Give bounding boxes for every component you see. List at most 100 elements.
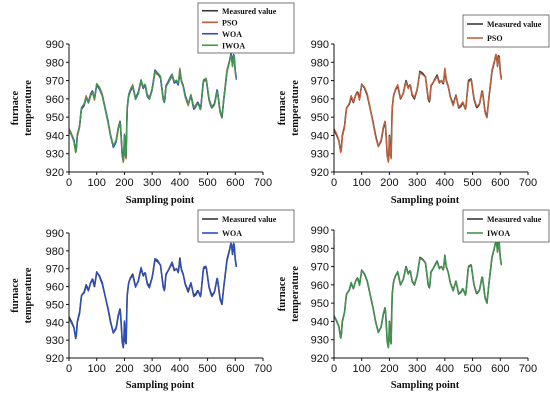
legend-label: Measured value — [222, 7, 277, 16]
legend-label: Measured value — [487, 215, 542, 224]
y-tick-label: 950 — [46, 112, 64, 124]
x-tick-label: 300 — [408, 363, 426, 375]
x-tick-label: 700 — [519, 363, 537, 375]
series-line-pso — [333, 53, 503, 164]
y-tick-label: 960 — [311, 280, 329, 292]
y-tick-label: 970 — [311, 262, 329, 274]
x-tick-label: 100 — [353, 363, 371, 375]
x-tick-label: 400 — [171, 363, 189, 375]
x-tick-label: 500 — [198, 177, 216, 189]
x-tick-label: 600 — [491, 177, 509, 189]
x-tick-label: 200 — [115, 363, 133, 375]
x-tick-label: 0 — [66, 177, 72, 189]
legend-box — [462, 209, 550, 243]
x-tick-label: 0 — [66, 363, 72, 375]
y-tick-label: 930 — [311, 335, 329, 347]
y-tick-label: 970 — [46, 264, 64, 276]
legend-label: Measured value — [222, 215, 277, 224]
x-tick-label: 500 — [463, 363, 481, 375]
y-tick-label: 940 — [46, 317, 64, 329]
x-tick-label: 600 — [226, 177, 244, 189]
legend-label: IWOA — [487, 229, 510, 238]
series-line-woa — [68, 242, 238, 348]
y-tick-label: 950 — [46, 299, 64, 311]
x-tick-label: 200 — [380, 177, 398, 189]
y-tick-label: 960 — [46, 94, 64, 106]
y-tick-label: 950 — [311, 112, 329, 124]
y-axis-label: temperature — [290, 80, 301, 136]
x-tick-label: 300 — [408, 177, 426, 189]
legend-label: Measured value — [487, 20, 542, 29]
y-tick-label: 940 — [311, 316, 329, 328]
x-tick-label: 400 — [436, 363, 454, 375]
chart-panel-1: 0 100 200 300 400 500 600 700 920 930 940 950 960 970… — [10, 2, 295, 206]
legend-label: WOA — [222, 229, 242, 238]
y-tick-label: 980 — [311, 57, 329, 69]
y-axis-label: furnace — [277, 90, 288, 125]
y-tick-label: 940 — [46, 130, 64, 142]
x-tick-label: 600 — [491, 363, 509, 375]
x-axis-label: Sampling point — [126, 195, 195, 206]
y-tick-label: 980 — [46, 57, 64, 69]
legend-label: WOA — [222, 30, 242, 39]
y-tick-label: 990 — [311, 225, 329, 237]
legend-label: PSO — [222, 18, 238, 27]
x-tick-label: 600 — [226, 363, 244, 375]
x-tick-label: 0 — [331, 177, 337, 189]
series-line-iwoa — [333, 239, 503, 349]
chart-panel-3: 0 100 200 300 400 500 600 700 920 930 940 950 960 970… — [10, 209, 295, 391]
x-tick-label: 500 — [198, 363, 216, 375]
x-tick-label: 200 — [380, 363, 398, 375]
y-axis-label: temperature — [23, 80, 34, 136]
x-tick-label: 300 — [143, 363, 161, 375]
x-tick-label: 100 — [88, 177, 106, 189]
y-tick-label: 950 — [311, 298, 329, 310]
series-line-measured-value — [333, 53, 503, 163]
x-tick-label: 700 — [254, 363, 272, 375]
y-tick-label: 980 — [46, 246, 64, 258]
y-axis-label: furnace — [10, 278, 21, 313]
series-line-iwoa — [68, 54, 238, 163]
y-tick-label: 930 — [46, 335, 64, 347]
y-tick-label: 990 — [311, 39, 329, 51]
x-tick-label: 300 — [143, 177, 161, 189]
y-axis-label: temperature — [23, 267, 34, 323]
x-tick-label: 100 — [353, 177, 371, 189]
y-tick-label: 970 — [46, 76, 64, 88]
x-tick-label: 500 — [463, 177, 481, 189]
y-tick-label: 960 — [311, 94, 329, 106]
x-tick-label: 400 — [436, 177, 454, 189]
y-tick-label: 920 — [311, 353, 329, 365]
chart-panel-4: 0 100 200 300 400 500 600 700 920 930 940 950 960 970… — [277, 209, 550, 391]
y-axis-label: furnace — [277, 276, 288, 311]
y-tick-label: 980 — [311, 243, 329, 255]
legend-box — [197, 209, 295, 243]
y-tick-label: 920 — [46, 167, 64, 179]
legend-label: PSO — [487, 34, 503, 43]
y-axis-label: temperature — [290, 266, 301, 322]
y-tick-label: 940 — [311, 130, 329, 142]
y-tick-label: 930 — [311, 149, 329, 161]
x-axis-label: Sampling point — [391, 195, 460, 206]
y-tick-label: 920 — [46, 353, 64, 365]
y-tick-label: 960 — [46, 282, 64, 294]
y-tick-label: 930 — [46, 149, 64, 161]
legend-label: IWOA — [222, 41, 245, 50]
y-axis-label: furnace — [10, 90, 21, 125]
y-tick-label: 970 — [311, 76, 329, 88]
x-tick-label: 700 — [519, 177, 537, 189]
x-tick-label: 700 — [254, 177, 272, 189]
y-tick-label: 990 — [46, 39, 64, 51]
legend-box — [462, 14, 550, 48]
series-line-measured-value — [333, 239, 503, 349]
x-tick-label: 200 — [115, 177, 133, 189]
x-tick-label: 400 — [171, 177, 189, 189]
x-axis-label: Sampling point — [126, 380, 195, 391]
x-tick-label: 100 — [88, 363, 106, 375]
x-axis-label: Sampling point — [391, 380, 460, 391]
chart-panel-2: 0 100 200 300 400 500 600 700 920 930 940 950 960 970… — [277, 14, 550, 206]
y-tick-label: 990 — [46, 228, 64, 240]
y-tick-label: 920 — [311, 167, 329, 179]
